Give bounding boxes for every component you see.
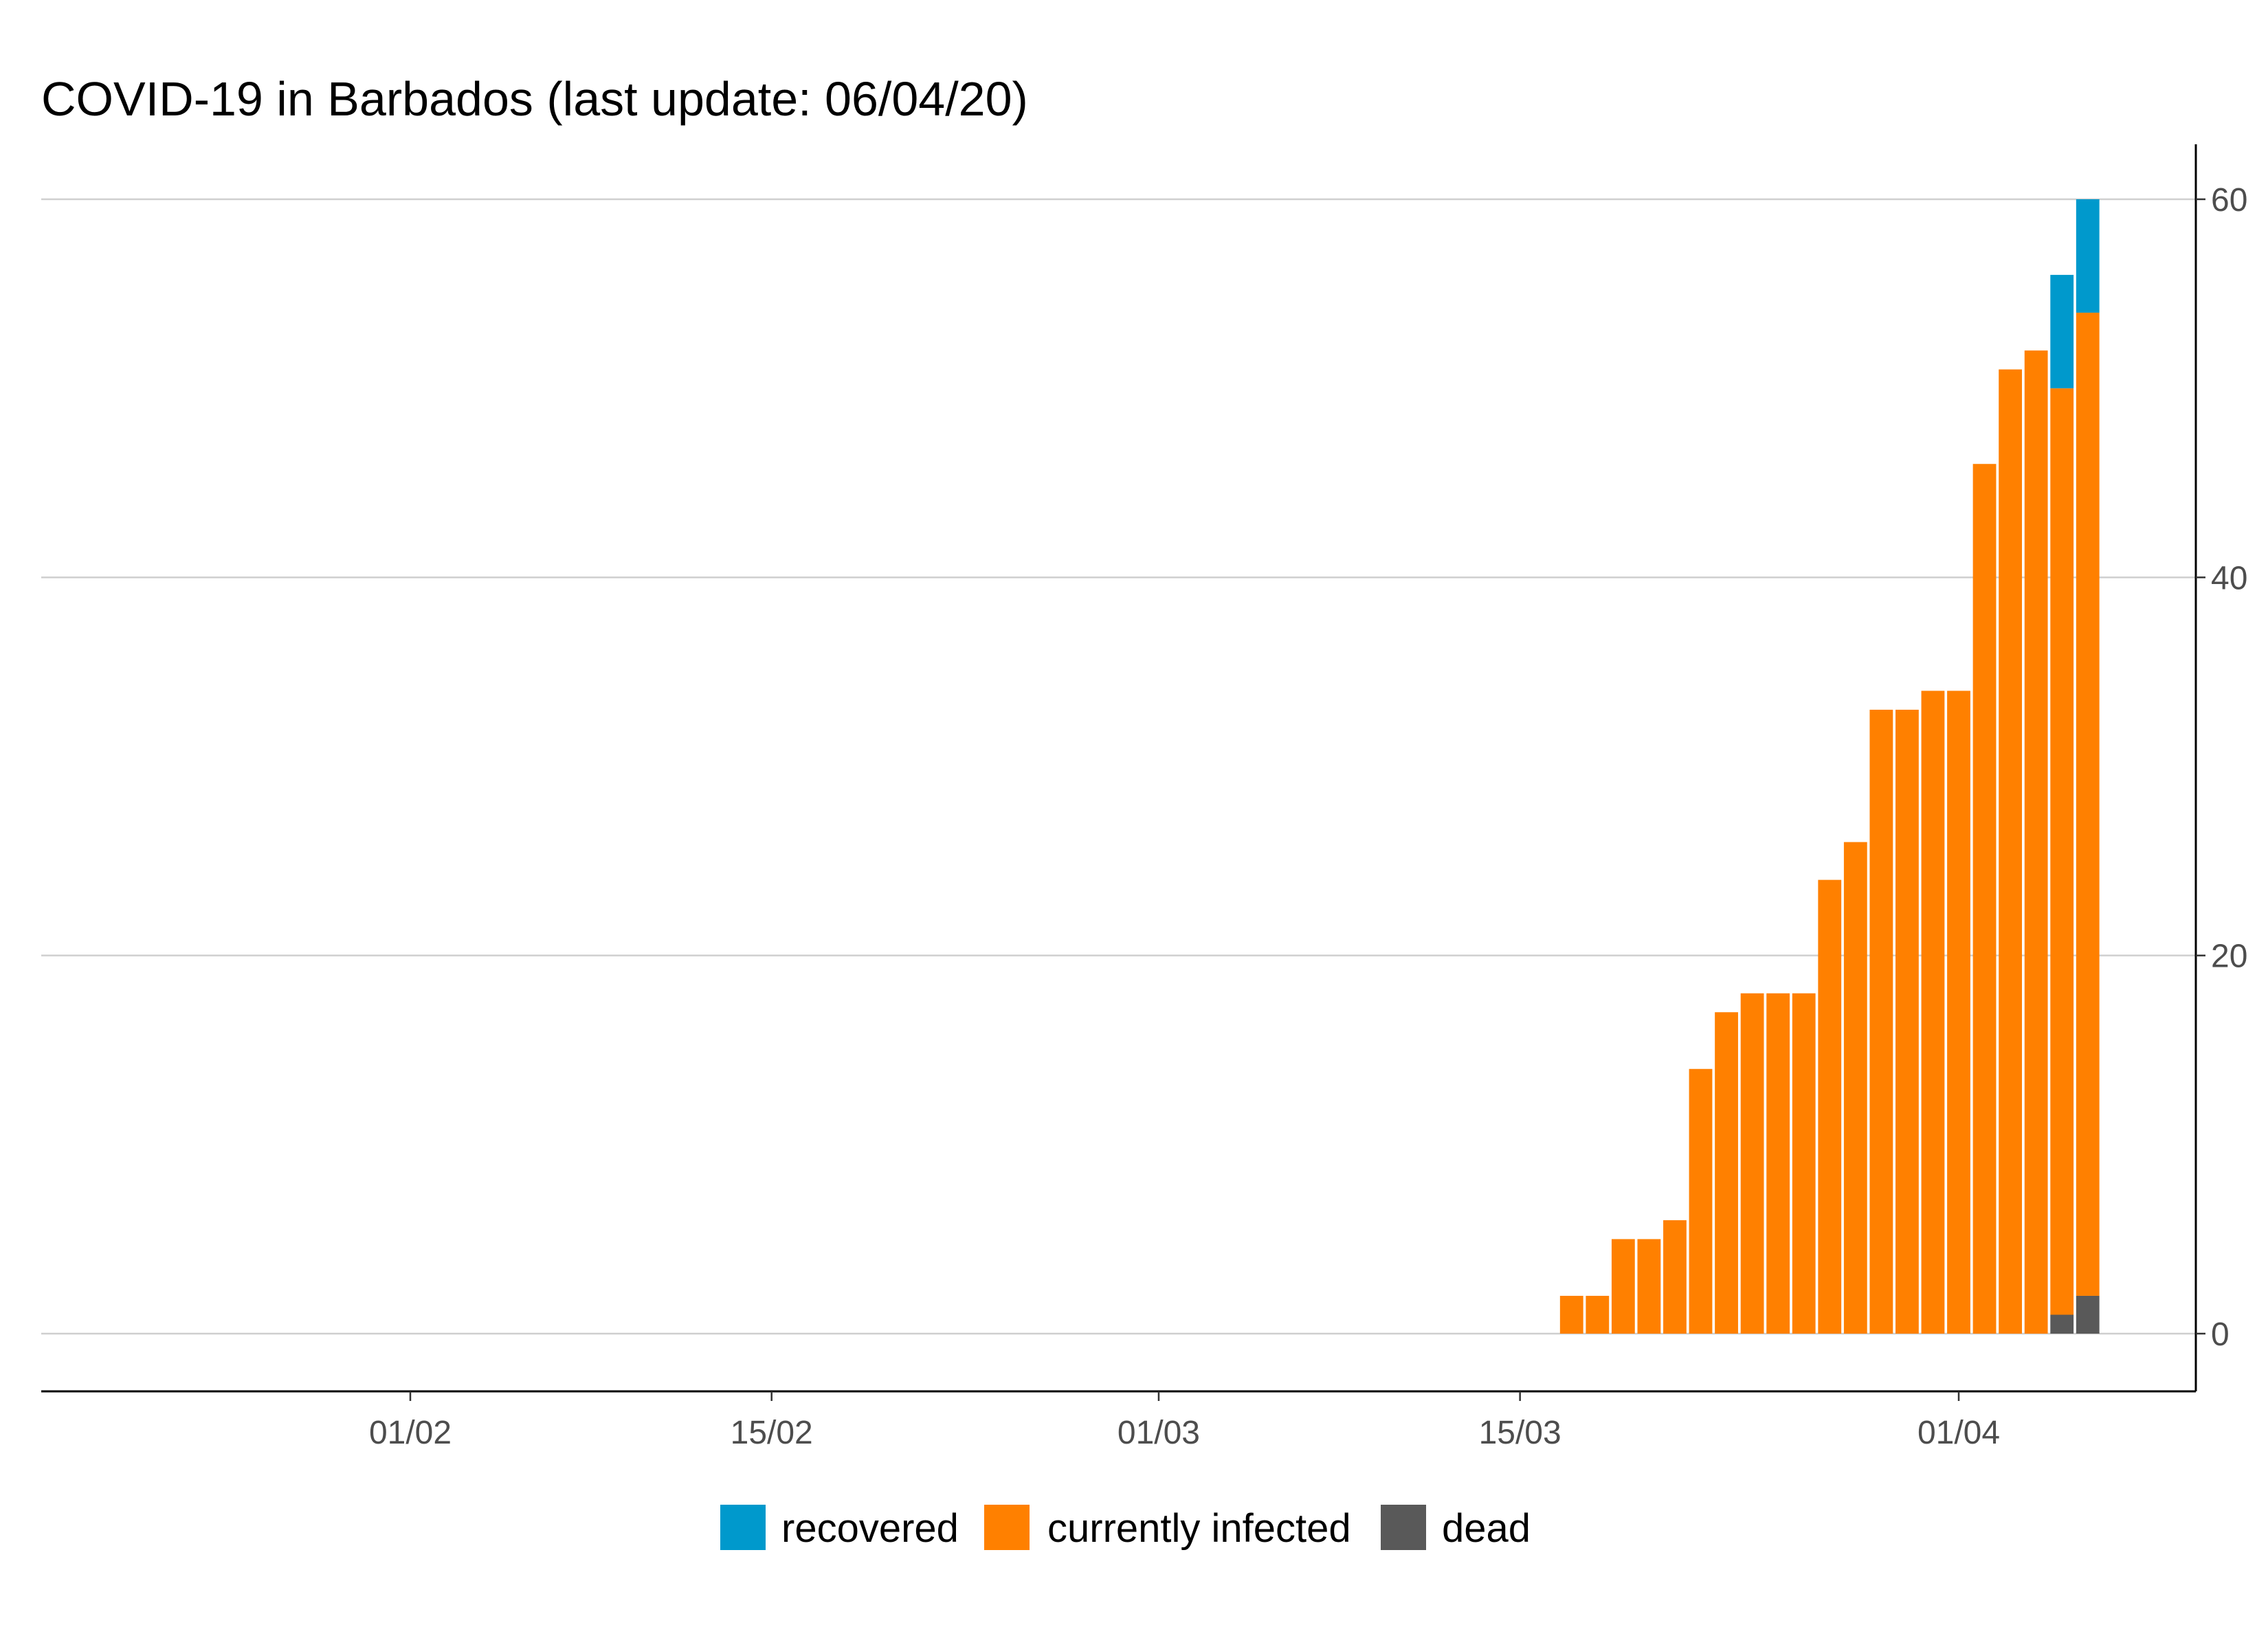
bar-currently-infected-2020-03-30	[1895, 709, 1919, 1334]
legend-swatch-recovered	[720, 1505, 766, 1550]
y-axis-ticks: 0 20 40 60	[2196, 182, 2247, 1353]
legend-label-currently-infected: currently infected	[1047, 1506, 1351, 1551]
legend-swatch-currently-infected	[984, 1505, 1030, 1550]
bar-currently-infected-2020-03-27	[1818, 879, 1842, 1334]
bar-currently-infected-2020-03-21	[1663, 1220, 1687, 1334]
y-tick-label: 60	[2211, 182, 2247, 218]
bar-dead-2020-04-06	[2076, 1295, 2100, 1334]
bar-recovered-2020-04-06	[2076, 199, 2100, 313]
bar-currently-infected-2020-04-01	[1947, 691, 1970, 1334]
bar-currently-infected-2020-03-24	[1740, 993, 1764, 1334]
bar-currently-infected-2020-03-28	[1843, 842, 1867, 1334]
legend-label-recovered: recovered	[781, 1506, 959, 1551]
x-tick-label: 15/03	[1479, 1415, 1561, 1451]
bar-currently-infected-2020-03-25	[1766, 993, 1790, 1334]
chart-title: COVID-19 in Barbados (last update: 06/04…	[41, 72, 1028, 126]
bar-currently-infected-2020-04-04	[2024, 350, 2048, 1334]
bar-currently-infected-2020-04-06	[2076, 313, 2100, 1296]
bar-currently-infected-2020-03-18	[1586, 1295, 1610, 1334]
bar-currently-infected-2020-03-29	[1869, 709, 1893, 1334]
bar-currently-infected-2020-03-20	[1637, 1239, 1661, 1334]
bar-currently-infected-2020-03-22	[1689, 1068, 1713, 1334]
y-tick-label: 0	[2211, 1316, 2230, 1353]
bar-recovered-2020-04-05	[2050, 275, 2074, 389]
y-tick-label: 40	[2211, 560, 2247, 596]
bar-currently-infected-2020-03-17	[1559, 1295, 1583, 1334]
bars	[1559, 199, 2100, 1334]
legend-label-dead: dead	[1442, 1506, 1531, 1551]
x-tick-label: 01/04	[1917, 1415, 2000, 1451]
bar-dead-2020-04-05	[2050, 1314, 2074, 1334]
x-tick-label: 01/02	[369, 1415, 452, 1451]
x-axis-ticks: 01/02 15/02 01/03 15/03 01/04	[369, 1391, 2000, 1451]
bar-currently-infected-2020-03-31	[1921, 691, 1945, 1334]
bar-currently-infected-2020-04-05	[2050, 388, 2074, 1315]
x-tick-label: 01/03	[1118, 1415, 1200, 1451]
bar-currently-infected-2020-03-26	[1792, 993, 1816, 1334]
axes	[41, 144, 2197, 1393]
legend-swatch-dead	[1381, 1505, 1426, 1550]
y-tick-label: 20	[2211, 939, 2247, 975]
x-tick-label: 15/02	[731, 1415, 813, 1451]
bar-currently-infected-2020-03-19	[1611, 1239, 1635, 1334]
bar-currently-infected-2020-03-23	[1715, 1012, 1738, 1334]
bar-currently-infected-2020-04-02	[1972, 464, 1997, 1334]
legend: recovered currently infected dead	[720, 1505, 1531, 1551]
bar-currently-infected-2020-04-03	[1999, 369, 2022, 1334]
